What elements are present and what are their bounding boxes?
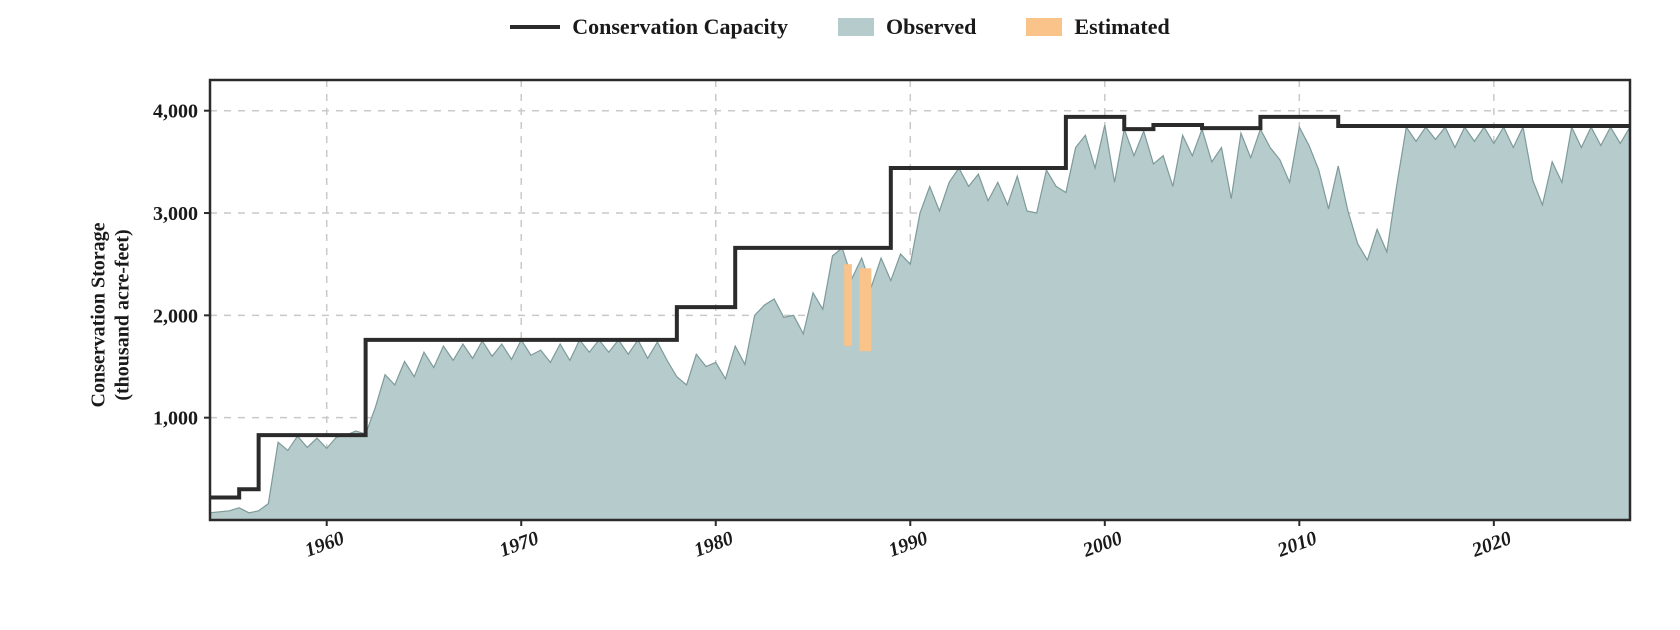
legend-item-observed: Observed — [838, 14, 976, 40]
legend-item-estimated: Estimated — [1026, 14, 1169, 40]
svg-text:3,000: 3,000 — [153, 203, 198, 225]
svg-text:1960: 1960 — [302, 527, 347, 561]
y-axis-label-line1: Conservation Storage — [86, 223, 110, 408]
svg-text:1970: 1970 — [497, 527, 542, 561]
legend-label-estimated: Estimated — [1074, 14, 1169, 40]
legend-swatch-estimated — [1026, 18, 1062, 36]
plot-svg: 1,000 2,000 3,000 4,000 1960 1970 1980 1990 2000… — [130, 60, 1650, 600]
svg-text:4,000: 4,000 — [153, 101, 198, 123]
svg-text:1980: 1980 — [691, 527, 736, 561]
plot-area: 1,000 2,000 3,000 4,000 1960 1970 1980 1990 2000… — [130, 60, 1650, 600]
legend-label-capacity: Conservation Capacity — [572, 14, 788, 40]
legend-label-observed: Observed — [886, 14, 976, 40]
svg-text:2,000: 2,000 — [153, 305, 198, 327]
svg-text:2010: 2010 — [1274, 527, 1320, 562]
svg-text:2020: 2020 — [1468, 527, 1514, 562]
chart-container: Conservation Capacity Observed Estimated… — [0, 0, 1680, 630]
legend-item-capacity: Conservation Capacity — [510, 14, 788, 40]
legend: Conservation Capacity Observed Estimated — [0, 0, 1680, 40]
y-axis-label: Conservation Storage (thousand acre-feet… — [86, 223, 134, 408]
legend-swatch-observed — [838, 18, 874, 36]
svg-text:1990: 1990 — [886, 527, 931, 561]
svg-text:1,000: 1,000 — [153, 408, 198, 430]
svg-text:2000: 2000 — [1079, 527, 1125, 562]
legend-swatch-line — [510, 25, 560, 29]
